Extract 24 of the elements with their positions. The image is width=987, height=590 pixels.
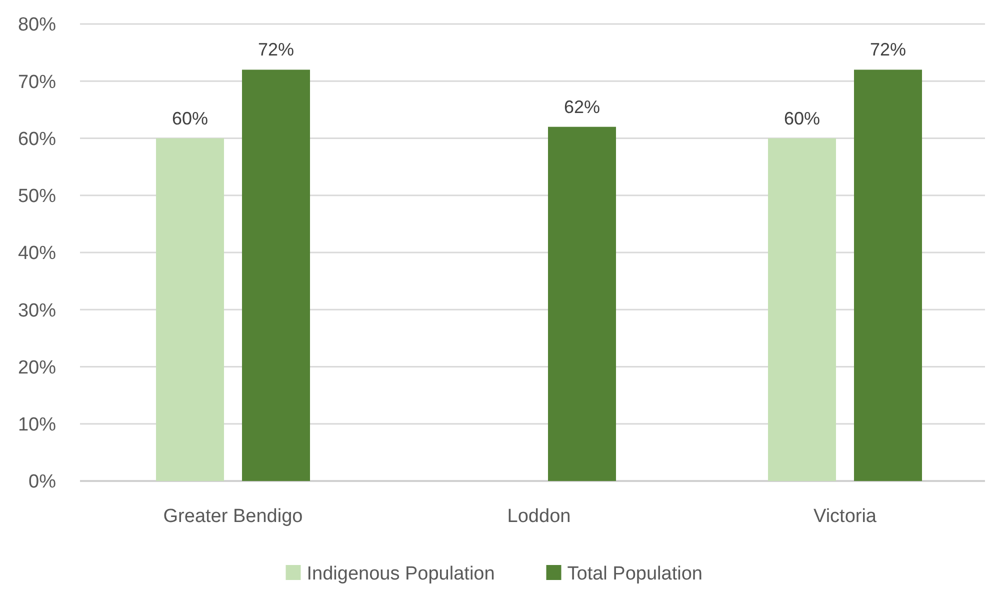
y-tick-label: 0% xyxy=(28,472,56,493)
bar xyxy=(854,70,922,481)
y-tick-label: 10% xyxy=(18,414,56,436)
data-label: 72% xyxy=(870,40,906,60)
legend-label: Total Population xyxy=(567,564,702,585)
bar xyxy=(156,138,224,481)
y-tick-label: 30% xyxy=(18,300,56,322)
data-label: 72% xyxy=(258,40,294,60)
bar xyxy=(768,138,836,481)
data-label: 62% xyxy=(564,96,600,117)
y-tick-label: 20% xyxy=(18,357,56,378)
y-tick-label: 50% xyxy=(18,186,56,208)
legend-label: Indigenous Population xyxy=(306,564,495,585)
data-label: 60% xyxy=(172,108,208,128)
y-tick-label: 60% xyxy=(18,128,56,150)
x-tick-label: Victoria xyxy=(813,506,877,527)
x-tick-label: Loddon xyxy=(507,506,571,527)
data-label: 60% xyxy=(784,108,820,128)
y-tick-label: 80% xyxy=(18,14,56,36)
x-tick-label: Greater Bendigo xyxy=(163,506,303,527)
y-tick-label: 40% xyxy=(18,243,56,264)
bar xyxy=(548,126,616,481)
y-tick-label: 70% xyxy=(18,72,56,93)
bar xyxy=(242,70,310,481)
